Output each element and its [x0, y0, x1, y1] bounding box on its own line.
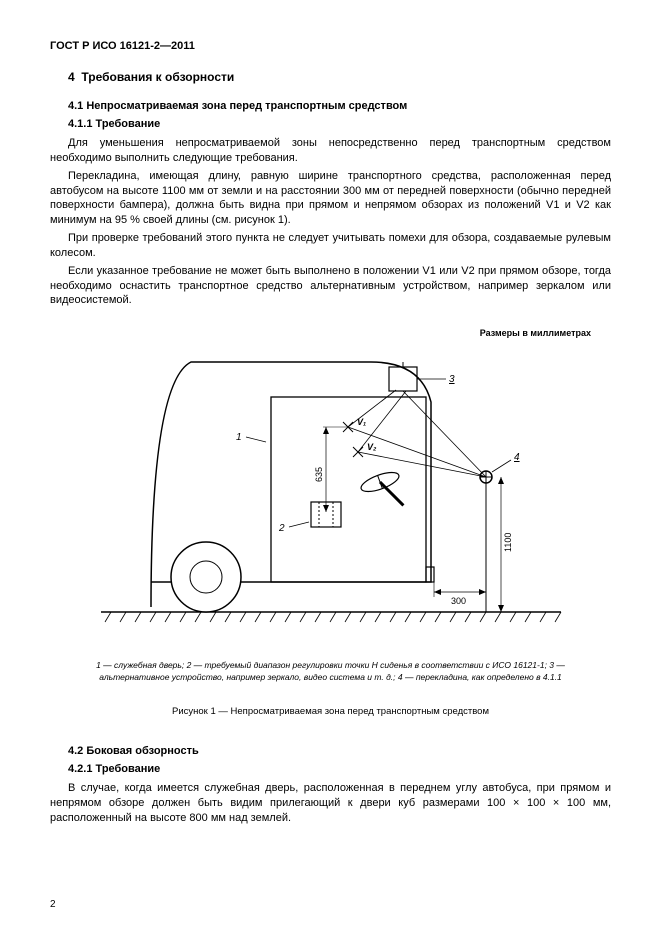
page-number: 2 — [50, 899, 56, 910]
label-v2: V₂ — [367, 442, 377, 452]
heading-4-1: 4.1 Непросматриваемая зона перед транспо… — [68, 100, 611, 112]
page: ГОСТ Р ИСО 16121-2—2011 4 Требования к о… — [0, 0, 661, 936]
callout-4: 4 — [514, 452, 520, 463]
heading-4-2-1: 4.2.1 Требование — [68, 763, 611, 775]
document-number: ГОСТ Р ИСО 16121-2—2011 — [50, 40, 611, 52]
heading-4-2: 4.2 Боковая обзорность — [68, 745, 611, 757]
callout-3: 3 — [449, 374, 455, 385]
figure-1-svg: V₁ V₂ 1100 300 635 — [91, 342, 571, 642]
figure-caption: 1 — служебная дверь; 2 — требуемый диапа… — [60, 660, 601, 684]
para-411-4: Если указанное требование не может быть … — [50, 264, 611, 309]
para-411-3: При проверке требований этого пункта не … — [50, 231, 611, 261]
para-411-2: Перекладина, имеющая длину, равную ширин… — [50, 169, 611, 228]
section-4-title: Требования к обзорности — [81, 70, 234, 84]
section-4-num: 4 — [68, 70, 75, 84]
figure-title: Рисунок 1 — Непросматриваемая зона перед… — [50, 706, 611, 717]
section-4-heading: 4 Требования к обзорности — [68, 70, 611, 84]
callout-1: 1 — [236, 432, 242, 443]
dim-635: 635 — [314, 467, 324, 482]
figure-1-wrap: Размеры в миллиметрах — [50, 328, 611, 717]
dim-1100: 1100 — [503, 533, 513, 552]
dim-300: 300 — [451, 596, 466, 606]
para-411-1: Для уменьшения непросматриваемой зоны не… — [50, 136, 611, 166]
para-421-1: В случае, когда имеется служебная дверь,… — [50, 781, 611, 826]
figure-units-label: Размеры в миллиметрах — [50, 328, 591, 338]
callout-2: 2 — [278, 523, 285, 534]
heading-4-1-1: 4.1.1 Требование — [68, 118, 611, 130]
